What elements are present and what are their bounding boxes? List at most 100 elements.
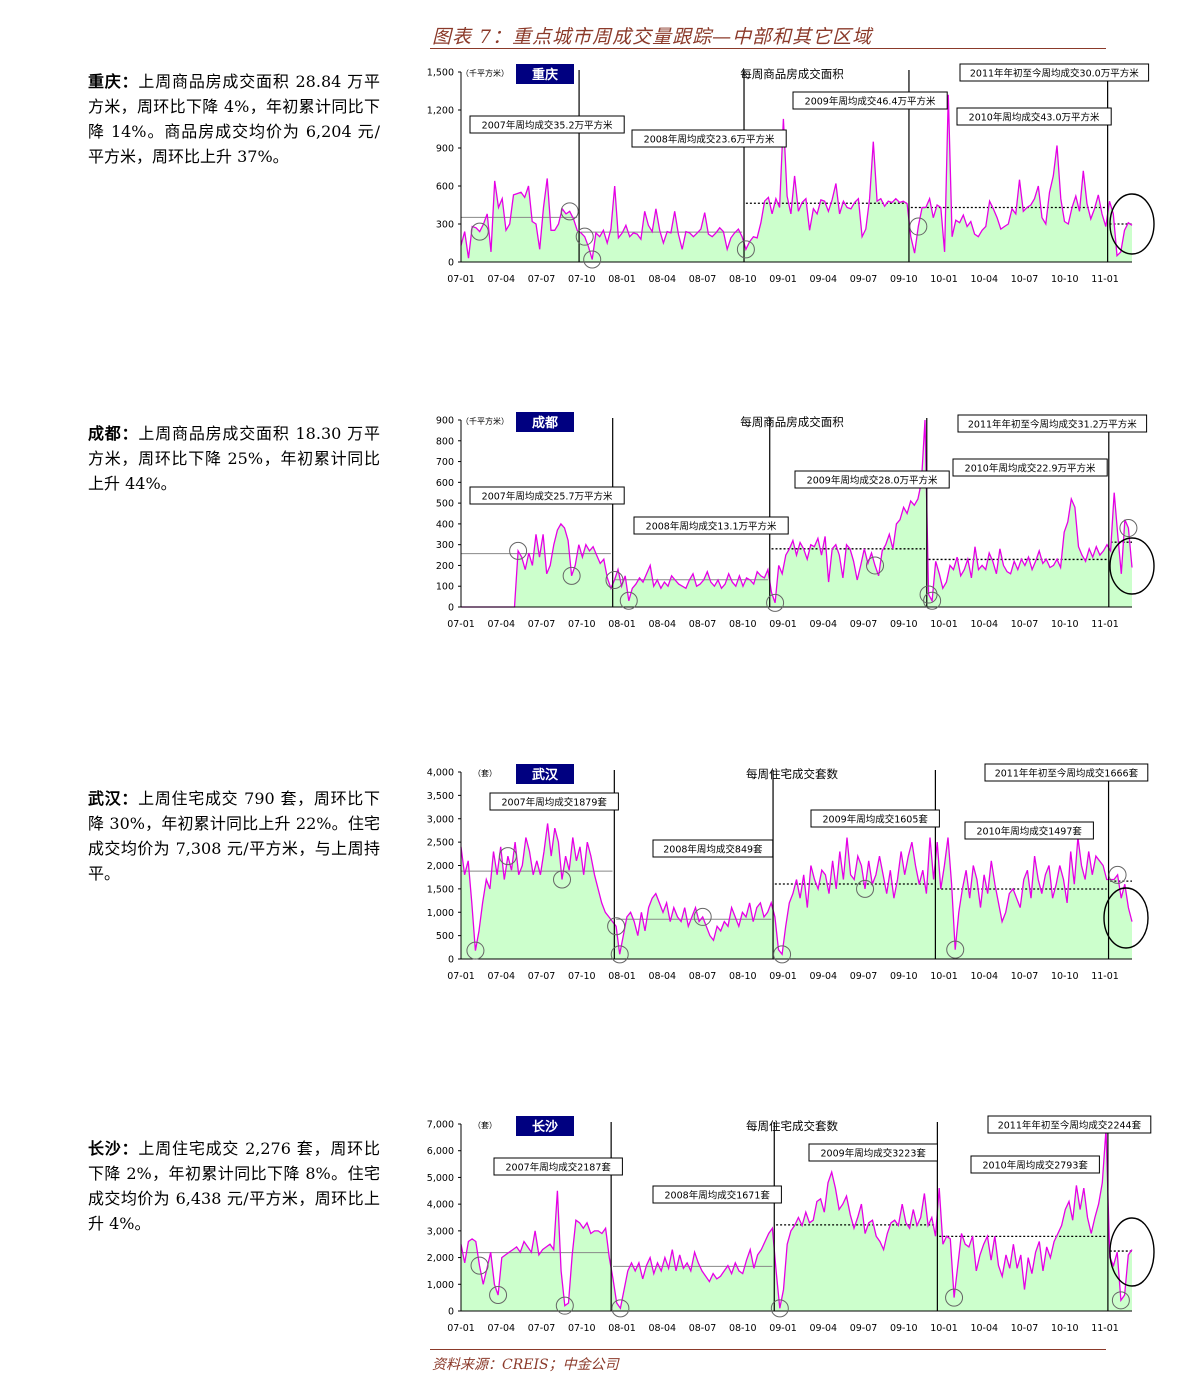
annotation-label: 2008年周均成交23.6万平方米 bbox=[644, 134, 775, 146]
annotation-box bbox=[970, 1155, 1100, 1174]
description-city: 重庆 bbox=[88, 72, 122, 91]
latest-highlight-ellipse bbox=[1109, 193, 1155, 255]
y-tick-label: 100 bbox=[436, 582, 454, 593]
annotation-box bbox=[956, 107, 1112, 126]
description-colon: ： bbox=[121, 424, 139, 443]
x-tick-label: 09-07 bbox=[850, 971, 878, 982]
description-chengdu: 成都：上周商品房成交面积 18.30 万平方米，周环比下降 25%，年初累计同比… bbox=[88, 421, 380, 496]
y-tick-label: 300 bbox=[436, 540, 454, 551]
highlight-ring bbox=[489, 1285, 508, 1304]
unit-label: （套） bbox=[473, 1120, 497, 1130]
annotation-box bbox=[489, 792, 619, 811]
x-tick-label: 07-07 bbox=[528, 971, 556, 982]
x-tick-label: 08-04 bbox=[648, 619, 676, 630]
area-fill bbox=[461, 420, 1132, 607]
y-tick-label: 2,000 bbox=[427, 1253, 454, 1264]
description-colon: ： bbox=[121, 72, 139, 91]
annotation-box bbox=[959, 63, 1150, 82]
highlight-ring bbox=[470, 1256, 489, 1275]
description-colon: ： bbox=[121, 1139, 139, 1158]
latest-highlight-ellipse bbox=[1109, 537, 1155, 595]
description-text: 上周住宅成交 790 套，周环比下降 30%，年初累计同比上升 22%。住宅成交… bbox=[88, 789, 380, 883]
x-tick-label: 08-01 bbox=[608, 1323, 636, 1334]
highlight-ring bbox=[866, 556, 885, 575]
x-tick-label: 11-01 bbox=[1091, 274, 1119, 285]
y-tick-label: 900 bbox=[436, 416, 454, 427]
x-tick-label: 11-01 bbox=[1091, 619, 1119, 630]
y-tick-label: 0 bbox=[448, 955, 454, 966]
description-city: 武汉 bbox=[88, 789, 122, 808]
x-tick-label: 10-10 bbox=[1051, 619, 1079, 630]
x-tick-label: 10-04 bbox=[970, 1323, 998, 1334]
annotation-label: 2009年周均成交3223套 bbox=[821, 1148, 927, 1160]
x-tick-label: 10-10 bbox=[1051, 274, 1079, 285]
highlight-ring bbox=[1119, 519, 1138, 538]
highlight-ring bbox=[946, 940, 965, 959]
highlight-ring bbox=[611, 1299, 630, 1318]
annotation-box bbox=[957, 414, 1148, 433]
annotation-box bbox=[652, 1185, 782, 1204]
annotation-label: 2007年周均成交25.7万平方米 bbox=[482, 491, 613, 503]
title-rule bbox=[430, 48, 1106, 49]
y-tick-label: 800 bbox=[436, 436, 454, 447]
annotation-box bbox=[987, 1115, 1152, 1134]
highlight-ring bbox=[498, 847, 517, 866]
y-tick-label: 2,500 bbox=[427, 838, 454, 849]
x-tick-label: 08-01 bbox=[608, 971, 636, 982]
description-changsha: 长沙：上周住宅成交 2,276 套，周环比下降 2%，年初累计同比下降 8%。住… bbox=[88, 1136, 380, 1236]
annotation-label: 2008年周均成交1671套 bbox=[665, 1190, 771, 1202]
annotation-box bbox=[984, 763, 1149, 782]
x-tick-label: 10-07 bbox=[1011, 274, 1039, 285]
series-line bbox=[461, 419, 1133, 608]
highlight-ring bbox=[607, 917, 626, 936]
y-tick-label: 4,000 bbox=[427, 1200, 454, 1211]
x-tick-label: 11-01 bbox=[1091, 1323, 1119, 1334]
x-tick-label: 07-07 bbox=[528, 619, 556, 630]
city-label-box bbox=[516, 764, 574, 784]
city-label: 成都 bbox=[532, 415, 558, 431]
annotation-label: 2007年周均成交35.2万平方米 bbox=[482, 120, 613, 132]
chart-heading: 每周商品房成交面积 bbox=[740, 415, 844, 429]
highlight-ring bbox=[773, 945, 792, 964]
annotation-box bbox=[631, 129, 787, 148]
unit-label: （套） bbox=[473, 768, 497, 778]
x-tick-label: 07-01 bbox=[447, 971, 475, 982]
y-tick-label: 0 bbox=[448, 1307, 454, 1318]
unit-label: （千平方米） bbox=[461, 68, 509, 78]
x-tick-label: 08-04 bbox=[648, 1323, 676, 1334]
highlight-ring bbox=[575, 227, 594, 246]
y-tick-label: 7,000 bbox=[427, 1120, 454, 1131]
x-tick-label: 08-10 bbox=[729, 1323, 757, 1334]
highlight-ring bbox=[923, 591, 942, 610]
y-tick-label: 500 bbox=[436, 931, 454, 942]
latest-highlight-ellipse bbox=[1109, 1217, 1155, 1287]
description-city: 长沙 bbox=[88, 1139, 122, 1158]
x-tick-label: 09-07 bbox=[850, 1323, 878, 1334]
series-line bbox=[460, 1129, 1133, 1310]
x-tick-label: 08-04 bbox=[648, 971, 676, 982]
annotation-box bbox=[964, 821, 1094, 840]
x-tick-label: 07-04 bbox=[487, 1323, 515, 1334]
description-wuhan: 武汉：上周住宅成交 790 套，周环比下降 30%，年初累计同比上升 22%。住… bbox=[88, 786, 380, 886]
highlight-ring bbox=[945, 1288, 964, 1307]
x-tick-label: 08-04 bbox=[648, 274, 676, 285]
unit-label: （千平方米） bbox=[461, 416, 509, 426]
city-label: 重庆 bbox=[532, 67, 558, 83]
x-tick-label: 08-10 bbox=[729, 619, 757, 630]
x-tick-label: 07-01 bbox=[447, 1323, 475, 1334]
area-fill bbox=[461, 1129, 1132, 1311]
description-chongqing: 重庆：上周商品房成交面积 28.84 万平方米，周环比下降 4%，年初累计同比下… bbox=[88, 69, 380, 169]
y-tick-label: 1,500 bbox=[427, 68, 454, 79]
x-tick-label: 09-04 bbox=[809, 1323, 837, 1334]
series-line bbox=[460, 94, 1133, 260]
x-tick-label: 09-10 bbox=[890, 274, 918, 285]
city-label-box bbox=[516, 412, 574, 432]
x-tick-label: 07-10 bbox=[568, 1323, 596, 1334]
x-tick-label: 07-04 bbox=[487, 619, 515, 630]
figure-title: 图表 7：重点城市周成交量跟踪—中部和其它区域 bbox=[432, 26, 873, 48]
annotation-box bbox=[794, 470, 950, 489]
x-tick-label: 10-07 bbox=[1011, 971, 1039, 982]
x-tick-label: 09-01 bbox=[769, 1323, 797, 1334]
x-tick-label: 10-04 bbox=[970, 619, 998, 630]
x-tick-label: 09-10 bbox=[890, 619, 918, 630]
